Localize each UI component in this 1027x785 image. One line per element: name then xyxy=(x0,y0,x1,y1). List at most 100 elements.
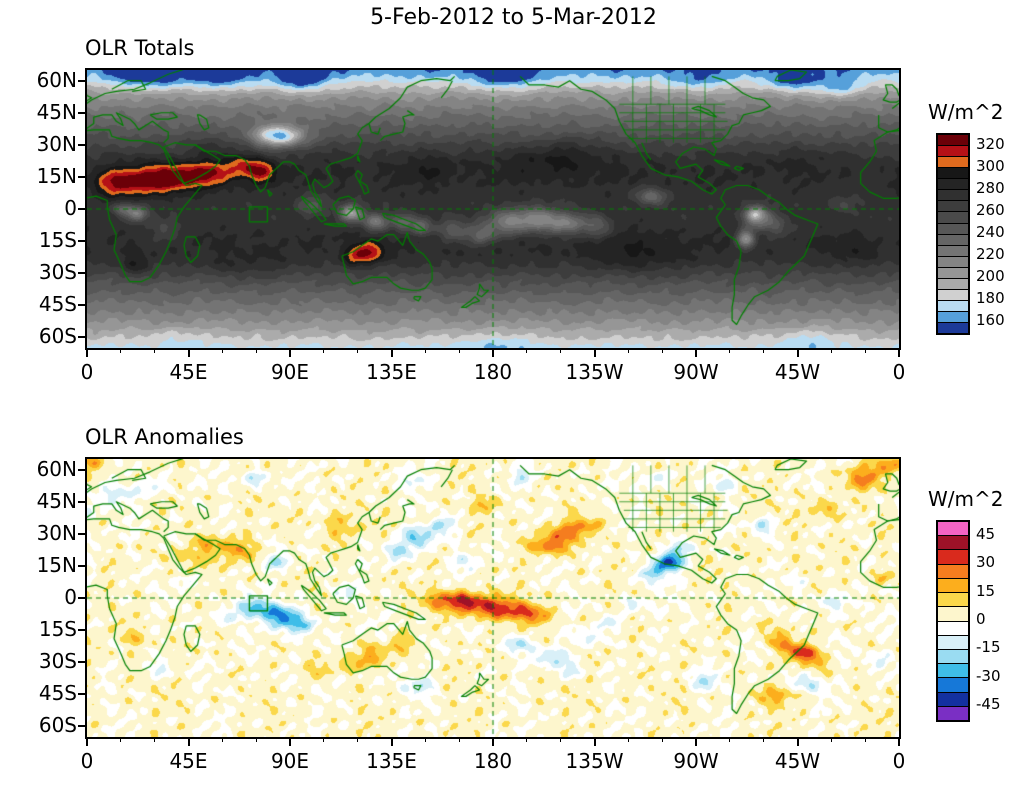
x-axis-tick xyxy=(796,737,799,746)
colorbar-tick-label: -30 xyxy=(976,666,1001,685)
colorbar-tick-label: 0 xyxy=(976,610,986,628)
x-axis-minor-tick xyxy=(154,348,156,353)
colorbar-tick-label: -15 xyxy=(976,638,1001,657)
y-axis-tick xyxy=(78,336,87,339)
colorbar-tick-label: 15 xyxy=(976,581,996,600)
x-axis-minor-tick xyxy=(661,348,663,353)
y-axis-tick xyxy=(78,468,87,471)
colorbar-tick-label: 260 xyxy=(976,201,1005,219)
y-axis-tick xyxy=(78,175,87,178)
x-axis-minor-tick xyxy=(458,737,460,742)
x-axis-tick-label: 135E xyxy=(366,360,417,384)
colorbar-segment xyxy=(938,706,968,721)
colorbar-segment xyxy=(938,635,968,650)
x-axis-tick-label: 0 xyxy=(892,360,906,384)
colorbar-segment xyxy=(938,550,968,565)
colorbar-tick-label: 300 xyxy=(976,157,1005,175)
x-axis-tick-label: 45E xyxy=(169,360,208,384)
colorbar-tick-label: 220 xyxy=(976,245,1005,263)
x-axis-tick xyxy=(86,737,88,746)
x-axis-tick xyxy=(695,348,697,357)
panel-title-totals: OLR Totals xyxy=(85,36,195,60)
x-axis-tick xyxy=(593,348,596,357)
x-axis-tick-label: 0 xyxy=(80,749,94,773)
colorbar-segment xyxy=(938,593,968,608)
x-axis-minor-tick xyxy=(830,737,832,742)
x-axis-minor-tick xyxy=(323,737,325,742)
map-plot-anomalies: 0 45E 90E 135E 180 135W 90W 45W 0 60N 45N 30N 15N 0 15… xyxy=(37,457,906,773)
y-axis-tick xyxy=(78,240,87,243)
x-axis-tick-label: 180 xyxy=(473,360,513,384)
y-axis-tick xyxy=(78,79,87,82)
y-axis-tick-label: 0 xyxy=(64,196,77,220)
map-canvas-totals xyxy=(87,70,899,348)
colorbar-segment xyxy=(938,300,968,312)
x-axis-minor-tick xyxy=(357,348,359,353)
colorbar-tick-label: 200 xyxy=(976,267,1005,285)
colorbar-tick-label: 30 xyxy=(976,553,996,572)
colorbar-segment xyxy=(938,179,968,191)
colorbar-segment xyxy=(938,692,968,707)
colorbar-tick-label: 320 xyxy=(976,135,1005,153)
x-axis-tick xyxy=(289,737,291,746)
x-axis-tick xyxy=(492,348,494,357)
colorbar-segment xyxy=(938,621,968,636)
x-axis-minor-tick xyxy=(357,737,359,742)
x-axis-tick-label: 45W xyxy=(774,749,821,773)
colorbar-anomalies xyxy=(936,520,970,722)
y-axis-tick-label: 0 xyxy=(64,585,77,609)
y-axis-tick xyxy=(78,597,87,599)
y-axis-tick xyxy=(78,500,87,503)
x-axis-minor-tick xyxy=(627,348,629,353)
colorbar-segment xyxy=(938,536,968,551)
x-axis-minor-tick xyxy=(323,348,325,353)
x-axis-tick-label: 0 xyxy=(80,360,94,384)
y-axis-tick-label: 45N xyxy=(36,99,77,124)
x-axis-minor-tick xyxy=(661,737,663,742)
y-axis-tick-label: 15S xyxy=(38,228,77,253)
x-axis-minor-tick xyxy=(424,737,426,742)
x-axis-tick xyxy=(390,737,393,746)
y-axis-tick xyxy=(78,693,87,696)
colorbar-segment xyxy=(938,323,968,334)
colorbar-segment xyxy=(938,146,968,158)
y-axis-tick-label: 15N xyxy=(36,163,77,188)
colorbar-segment xyxy=(938,564,968,579)
y-axis-tick-label: 15S xyxy=(38,617,77,642)
colorbar-segment xyxy=(938,223,968,235)
x-axis-tick xyxy=(898,348,900,357)
colorbar-segment xyxy=(938,256,968,268)
x-axis-minor-tick xyxy=(560,348,562,353)
y-axis-tick xyxy=(78,111,87,114)
y-axis-tick-label: 60N xyxy=(36,456,77,481)
colorbar-segment xyxy=(938,607,968,622)
colorbar-segment xyxy=(938,312,968,324)
colorbar-segment xyxy=(938,168,968,180)
colorbar-segment xyxy=(938,245,968,257)
colorbar-segment xyxy=(938,278,968,290)
colorbar-segment xyxy=(938,267,968,279)
colorbar-segment xyxy=(938,578,968,594)
colorbar-segment xyxy=(938,190,968,202)
colorbar-tick-label: -45 xyxy=(976,694,1001,713)
x-axis-tick xyxy=(796,348,799,357)
colorbar-ticks-totals: 320 300 280 260 240 220 200 180 160 xyxy=(976,133,1027,331)
x-axis-minor-tick xyxy=(763,348,765,353)
y-axis-tick-label: 60S xyxy=(38,713,77,738)
x-axis-tick xyxy=(187,348,190,357)
colorbar-segment xyxy=(938,678,968,693)
x-axis-tick xyxy=(187,737,190,746)
y-axis-tick xyxy=(78,208,87,210)
x-axis-tick-label: 45W xyxy=(774,360,821,384)
y-axis-tick-label: 30N xyxy=(36,131,77,156)
y-axis-tick-label: 30S xyxy=(38,649,77,674)
panel-title-anomalies: OLR Anomalies xyxy=(85,425,244,449)
x-axis-minor-tick xyxy=(830,348,832,353)
y-axis-tick-label: 60N xyxy=(36,67,77,92)
x-axis-tick-label: 0 xyxy=(892,749,906,773)
x-axis-minor-tick xyxy=(526,737,528,742)
x-axis-tick xyxy=(390,348,393,357)
colorbar-tick-label: 240 xyxy=(976,223,1005,241)
x-axis-minor-tick xyxy=(424,348,426,353)
map-canvas-anomalies xyxy=(87,459,899,737)
